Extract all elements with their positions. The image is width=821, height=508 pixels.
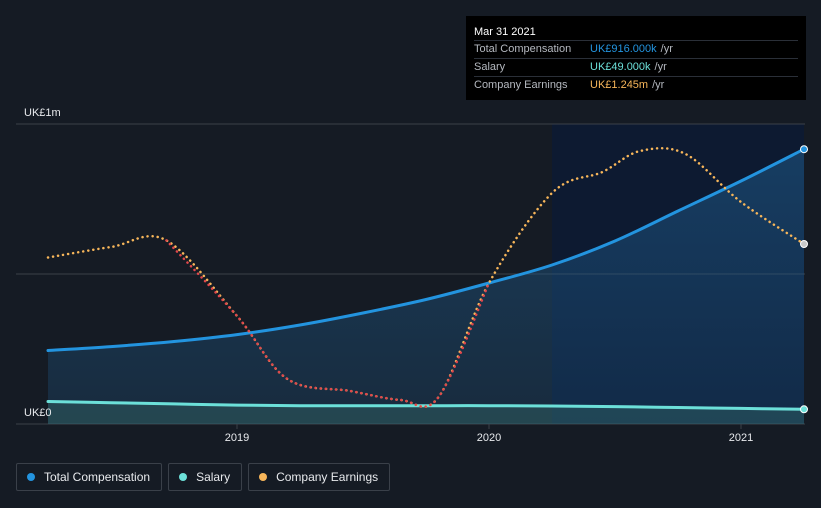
- legend-label: Company Earnings: [276, 470, 379, 484]
- data-tooltip: Mar 31 2021 Total Compensation UK£916.00…: [466, 16, 806, 100]
- y-axis-ticks: UK£0 UK£1m: [24, 107, 61, 419]
- legend-label: Total Compensation: [44, 470, 151, 484]
- series-layer: [46, 145, 808, 424]
- y-tick-label: UK£1m: [24, 107, 61, 119]
- series-endpoint-total-compensation: [800, 145, 808, 154]
- dot-icon: [179, 473, 188, 481]
- legend-item-company-earnings[interactable]: Company Earnings: [248, 463, 391, 491]
- tooltip-label: Total Compensation: [474, 43, 572, 55]
- tooltip-row-salary: Salary UK£49.000k /yr: [474, 58, 798, 76]
- series-line-total-compensation: [46, 147, 806, 352]
- tooltip-unit: /yr: [654, 61, 667, 73]
- dot-icon: [259, 473, 268, 481]
- series-area-total-compensation: [48, 149, 804, 424]
- tooltip-unit: /yr: [652, 79, 665, 91]
- series-line-company-earnings-negative-segment: [165, 239, 491, 409]
- series-endpoint-company-earnings: [800, 240, 808, 248]
- chart-legend: Total Compensation Salary Company Earnin…: [16, 463, 391, 491]
- y-tick-label: UK£0: [24, 407, 52, 419]
- tooltip-date: Mar 31 2021: [474, 26, 536, 38]
- x-tick-label: 2019: [225, 432, 249, 444]
- tooltip-unit: /yr: [660, 43, 673, 55]
- series-endpoint-salary: [800, 405, 808, 414]
- tooltip-row-total-compensation: Total Compensation UK£916.000k /yr: [474, 40, 798, 58]
- tooltip-label: Company Earnings: [474, 79, 568, 91]
- tooltip-value: UK£49.000k: [590, 61, 651, 73]
- x-tick-label: 2020: [477, 432, 501, 444]
- tooltip-label: Salary: [474, 61, 506, 73]
- x-axis-ticks: 2019 2020 2021: [225, 424, 753, 444]
- series-line-company-earnings: [46, 146, 806, 409]
- legend-item-total-compensation[interactable]: Total Compensation: [16, 463, 163, 491]
- x-tick-label: 2021: [729, 432, 753, 444]
- legend-label: Salary: [196, 470, 231, 484]
- dot-icon: [27, 473, 35, 481]
- tooltip-value: UK£916.000k: [590, 43, 657, 55]
- tooltip-row-company-earnings: Company Earnings UK£1.245m /yr: [474, 76, 798, 94]
- legend-item-salary[interactable]: Salary: [168, 463, 243, 491]
- tooltip-value: UK£1.245m: [590, 79, 649, 91]
